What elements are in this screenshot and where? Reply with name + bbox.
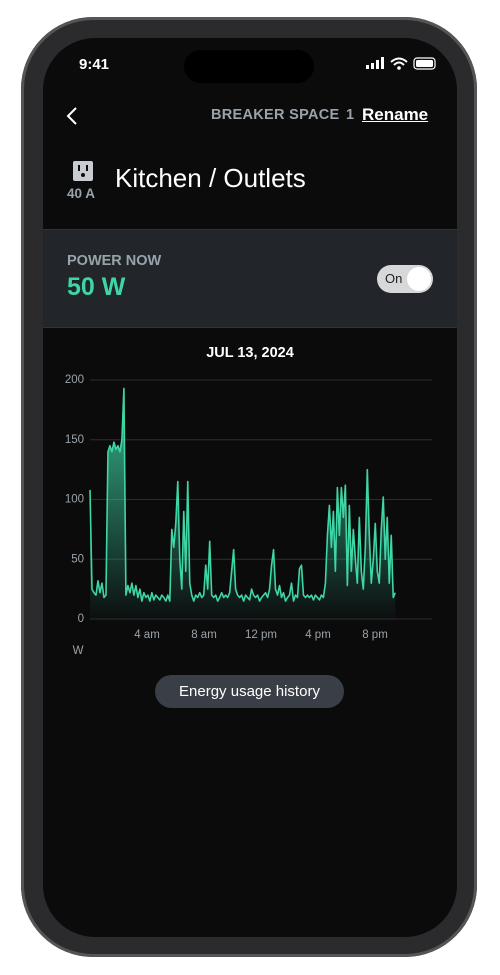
x-tick-label: 12 pm [245, 629, 277, 641]
y-tick-label: 100 [65, 494, 84, 506]
power-label: POWER NOW [67, 253, 162, 269]
toggle-label: On [385, 271, 403, 286]
y-axis-unit: W [73, 645, 84, 657]
x-tick-label: 4 pm [305, 629, 331, 641]
amps: 40 A [67, 186, 96, 201]
x-tick-label: 4 am [134, 629, 160, 641]
toggle-knob [407, 267, 431, 291]
x-tick-label: 8 pm [362, 629, 388, 641]
area [90, 388, 396, 619]
power-toggle[interactable]: On [377, 265, 433, 293]
x-tick-label: 8 am [191, 629, 217, 641]
status-time: 9:41 [79, 56, 110, 73]
back-button[interactable] [64, 106, 82, 126]
dynamic-island [184, 50, 314, 83]
y-tick-label: 0 [78, 613, 84, 625]
chart-title: JUL 13, 2024 [206, 345, 294, 361]
rename-link[interactable]: Rename [362, 105, 429, 124]
breaker-label: BREAKER SPACE [211, 107, 340, 123]
circuit-name: Kitchen / Outlets [115, 163, 306, 193]
y-tick-label: 150 [65, 434, 84, 446]
status-icons [366, 57, 436, 70]
y-tick-label: 50 [71, 553, 84, 565]
breaker-number: 1 [346, 107, 355, 123]
history-button[interactable]: Energy usage history [155, 675, 344, 708]
outlet-icon [73, 161, 93, 181]
line [89, 387, 396, 602]
y-tick-label: 200 [65, 374, 84, 386]
power-value: 50 W [67, 273, 126, 301]
